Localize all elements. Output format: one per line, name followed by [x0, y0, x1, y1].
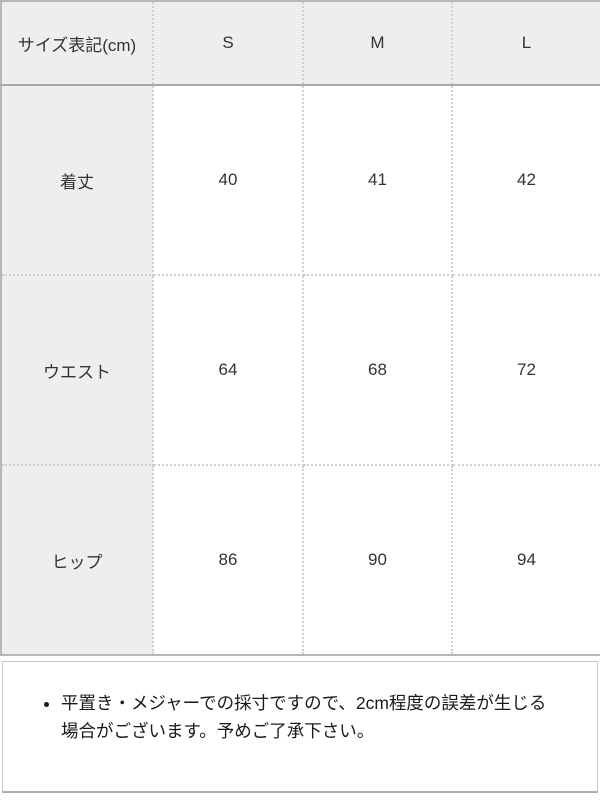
row-label-hip: ヒップ [0, 464, 154, 656]
value-waist-m: 68 [302, 274, 453, 466]
value-waist-l: 72 [451, 274, 600, 466]
value-hip-l: 94 [451, 464, 600, 656]
value-length-s: 40 [152, 84, 304, 276]
header-cell-size-l: L [451, 0, 600, 86]
header-row: サイズ表記(cm) S M L [0, 0, 600, 86]
row-label-length: 着丈 [0, 84, 154, 276]
header-cell-size-m: M [302, 0, 453, 86]
note-text: 平置き・メジャーでの採寸ですので、2cm程度の誤差が生じる場合がございます。予め… [61, 689, 555, 746]
value-length-l: 42 [451, 84, 600, 276]
size-table-body: 着丈 40 41 42 ウエスト 64 68 72 ヒップ 86 90 94 [0, 84, 600, 656]
note-list: 平置き・メジャーでの採寸ですので、2cm程度の誤差が生じる場合がございます。予め… [3, 662, 597, 746]
size-table-header: サイズ表記(cm) S M L [0, 0, 600, 86]
size-spec-table: サイズ表記(cm) S M L 着丈 40 41 42 ウエスト 64 68 7… [0, 0, 600, 656]
measurement-note-box: 平置き・メジャーでの採寸ですので、2cm程度の誤差が生じる場合がございます。予め… [2, 661, 598, 793]
row-label-waist: ウエスト [0, 274, 154, 466]
header-cell-size-label: サイズ表記(cm) [0, 0, 154, 86]
value-hip-s: 86 [152, 464, 304, 656]
value-length-m: 41 [302, 84, 453, 276]
value-waist-s: 64 [152, 274, 304, 466]
header-cell-size-s: S [152, 0, 304, 86]
table-row-length: 着丈 40 41 42 [0, 84, 600, 276]
table-row-waist: ウエスト 64 68 72 [0, 274, 600, 466]
value-hip-m: 90 [302, 464, 453, 656]
table-row-hip: ヒップ 86 90 94 [0, 464, 600, 656]
